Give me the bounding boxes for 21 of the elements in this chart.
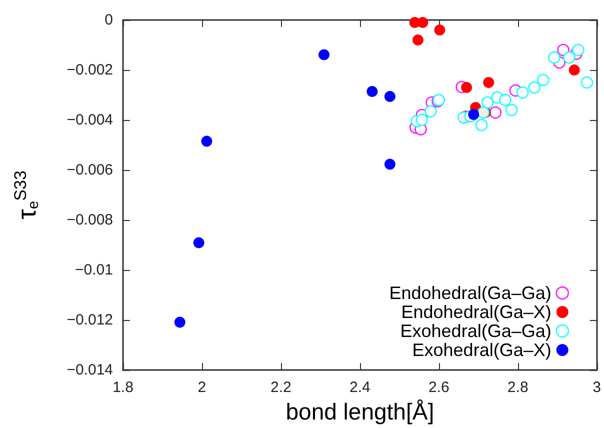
legend-label: Exohedral(Ga–X) [412, 340, 552, 360]
x-axis-title: bond length[Å] [286, 398, 434, 424]
legend-label: Exohedral(Ga–Ga) [400, 321, 552, 341]
x-tick-label: 2.4 [349, 379, 370, 396]
x-tick-label: 2.6 [428, 379, 450, 396]
y-tick-label: −0.01 [75, 262, 113, 278]
x-tick-label: 2.2 [270, 379, 292, 396]
y-tick-label: −0.012 [66, 312, 113, 328]
y-tick-label: −0.008 [66, 212, 113, 228]
legend-label: Endohedral(Ga–Ga) [389, 283, 552, 303]
x-tick-label: 1.8 [112, 379, 134, 396]
y-tick-label: −0.006 [66, 162, 113, 178]
legend-label: Endohedral(Ga–X) [401, 302, 552, 322]
y-tick-label: −0.014 [66, 362, 113, 378]
x-tick-label: 2.8 [507, 379, 528, 396]
y-tick-label: −0.004 [66, 112, 113, 128]
y-tick-label: −0.002 [66, 62, 113, 78]
y-tick-label: 0 [104, 12, 113, 28]
y-axis-title: τeS33 [11, 170, 42, 220]
x-tick-label: 2 [198, 379, 206, 396]
x-tick-label: 3 [592, 379, 601, 396]
